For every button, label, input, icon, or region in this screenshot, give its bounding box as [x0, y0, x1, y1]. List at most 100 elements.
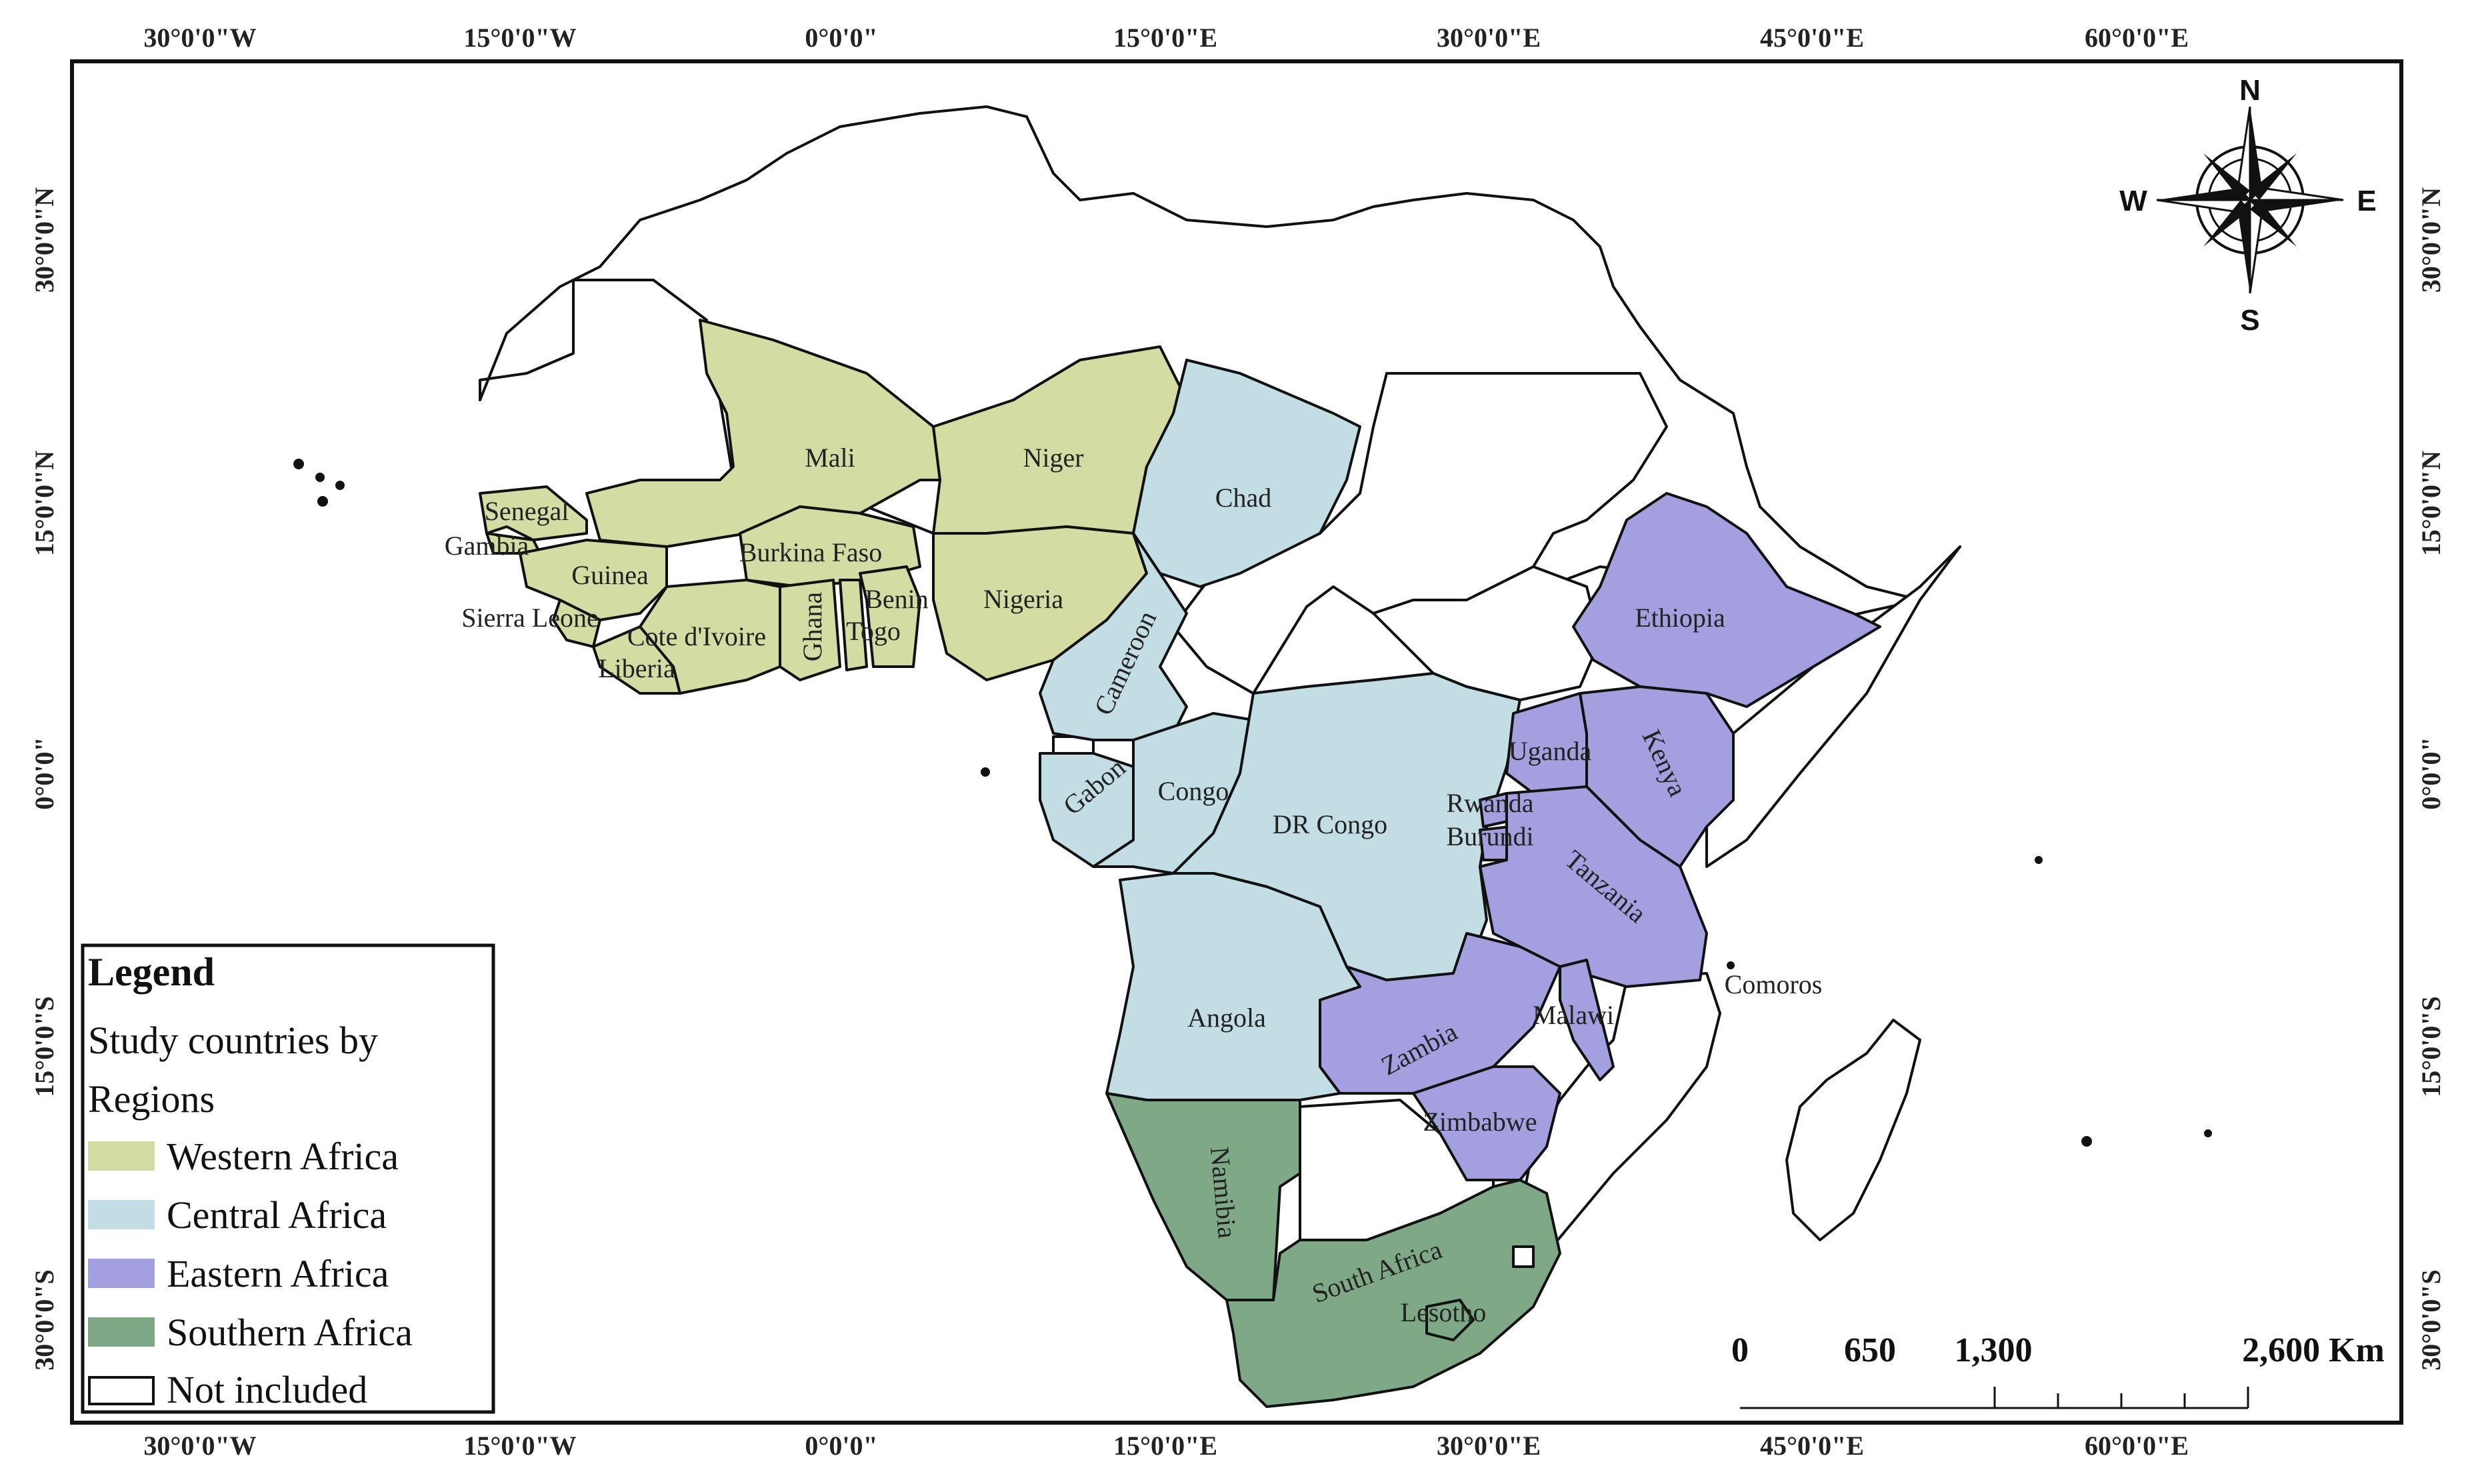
compass-point-nw: [2203, 153, 2250, 200]
legend-swatch-western: [88, 1141, 155, 1171]
label-guinea: Guinea: [571, 560, 649, 590]
legend-subtitle-1: Study countries by: [88, 1019, 378, 1062]
label-lesotho: Lesotho: [1401, 1297, 1487, 1327]
compass-w: W: [2119, 185, 2147, 217]
compass-point-w: [2157, 188, 2250, 200]
label-angola: Angola: [1187, 1003, 1266, 1033]
island-cape-verde-4: [317, 496, 328, 507]
grat-bottom-3: 0°0'0": [805, 1431, 877, 1461]
grat-right-5: 30°0'0"S: [2416, 1269, 2446, 1371]
legend-label-not-included: Not included: [167, 1368, 367, 1411]
grat-bottom-6: 45°0'0"E: [1760, 1431, 1864, 1461]
legend-label-central: Central Africa: [167, 1193, 387, 1237]
legend-label-southern: Southern Africa: [167, 1311, 413, 1354]
label-benin: Benin: [865, 584, 929, 614]
eastern-africa-region: [1319, 492, 1881, 1181]
country-cameroon: [1039, 532, 1188, 741]
country-mozambique: [1519, 972, 1721, 1255]
compass-point-ne: [2250, 153, 2297, 200]
label-comoros: Comoros: [1725, 969, 1823, 999]
island-cape-verde-2: [315, 473, 325, 482]
grat-bottom-7: 60°0'0"E: [2085, 1431, 2189, 1461]
label-ethiopia: Ethiopia: [1635, 603, 1725, 633]
grat-right-1: 30°0'0"N: [2416, 187, 2446, 293]
country-chad: [1132, 359, 1361, 588]
grat-bottom-5: 30°0'0"E: [1437, 1431, 1541, 1461]
country-tanzania: [1479, 785, 1708, 988]
label-nigeria: Nigeria: [983, 584, 1063, 614]
country-togo: [839, 579, 868, 671]
compass-point-sw: [2203, 200, 2250, 247]
compass-point-se: [2250, 200, 2297, 247]
label-senegal: Senegal: [485, 496, 569, 526]
compass-point-s: [2238, 200, 2250, 293]
grat-bottom-4: 15°0'0"E: [1113, 1431, 1217, 1461]
country-madagascar: [1785, 1019, 1921, 1241]
label-congo: Congo: [1158, 776, 1229, 806]
label-burundi: Burundi: [1446, 821, 1533, 851]
island-cape-verde-3: [335, 481, 345, 490]
grat-right-3: 0°0'0": [2416, 737, 2446, 809]
country-eswatini: [1512, 1245, 1535, 1268]
grat-top-4: 15°0'0"E: [1113, 23, 1217, 53]
island-cape-verde-1: [293, 459, 304, 469]
island-reunion: [2204, 1129, 2212, 1137]
grat-left-3: 0°0'0": [29, 737, 59, 809]
grat-left-2: 15°0'0"N: [29, 451, 59, 556]
compass-n: N: [2239, 74, 2261, 107]
legend: Legend Study countries by Regions Wester…: [81, 943, 495, 1414]
country-kenya: [1579, 685, 1735, 868]
grat-left-4: 15°0'0"S: [29, 996, 59, 1097]
label-malawi: Malawi: [1533, 1000, 1614, 1030]
island-sao-tome: [981, 767, 990, 777]
grat-right-2: 15°0'0"N: [2416, 451, 2446, 556]
western-africa-region: [479, 319, 1188, 695]
country-lesotho: [1425, 1299, 1475, 1341]
label-niger: Niger: [1023, 443, 1083, 473]
southern-africa-region: [1105, 1092, 1561, 1408]
compass-rose-icon: N S E W: [2119, 74, 2376, 337]
legend-swatch-eastern: [88, 1259, 155, 1288]
central-africa-region: [1039, 359, 1521, 1101]
grat-top-3: 0°0'0": [805, 23, 877, 53]
legend-swatch-not-included: [88, 1376, 155, 1405]
islands: [293, 459, 2212, 1147]
compass-point-n: [2250, 107, 2262, 200]
legend-swatch-southern: [88, 1317, 155, 1347]
compass-e: E: [2357, 185, 2376, 217]
grat-bottom-2: 15°0'0"W: [463, 1431, 576, 1461]
grat-left-5: 30°0'0"S: [29, 1269, 59, 1371]
grat-left-1: 30°0'0"N: [29, 187, 59, 293]
grat-right-4: 15°0'0"S: [2416, 996, 2446, 1097]
country-ghana: [779, 579, 841, 681]
graticule-right: 30°0'0"N 15°0'0"N 0°0'0" 15°0'0"S 30°0'0…: [2416, 187, 2446, 1371]
country-namibia: [1105, 1092, 1301, 1301]
island-seychelles: [2035, 856, 2043, 864]
label-drc: DR Congo: [1273, 809, 1387, 839]
country-zimbabwe: [1412, 1065, 1561, 1181]
country-car-sudan: [1172, 372, 1668, 695]
grat-bottom-1: 30°0'0"W: [143, 1431, 256, 1461]
label-togo: Togo: [846, 616, 901, 646]
scale-label-650: 650: [1844, 1331, 1896, 1369]
country-sierra-leone: [552, 599, 601, 648]
island-comoros: [1727, 961, 1735, 969]
legend-label-western: Western Africa: [167, 1135, 399, 1178]
graticule-top: 30°0'0"W 15°0'0"W 0°0'0" 15°0'0"E 30°0'0…: [143, 23, 2189, 53]
grat-top-2: 15°0'0"W: [463, 23, 576, 53]
label-burkina: Burkina Faso: [739, 537, 882, 567]
label-uganda: Uganda: [1509, 736, 1592, 766]
grat-top-5: 30°0'0"E: [1437, 23, 1541, 53]
label-gambia: Gambia: [445, 531, 529, 561]
label-sierra: Sierra Leone: [461, 603, 598, 633]
scale-label-1300: 1,300: [1955, 1331, 2033, 1369]
graticule-bottom: 30°0'0"W 15°0'0"W 0°0'0" 15°0'0"E 30°0'0…: [143, 1431, 2189, 1461]
legend-title: Legend: [88, 950, 215, 994]
legend-label-eastern: Eastern Africa: [167, 1252, 389, 1295]
country-south-africa: [1225, 1179, 1561, 1408]
island-mauritius: [2081, 1136, 2092, 1147]
grat-top-6: 45°0'0"E: [1760, 23, 1864, 53]
label-cote: Cote d'Ivoire: [627, 621, 766, 651]
country-mali: [585, 319, 941, 548]
